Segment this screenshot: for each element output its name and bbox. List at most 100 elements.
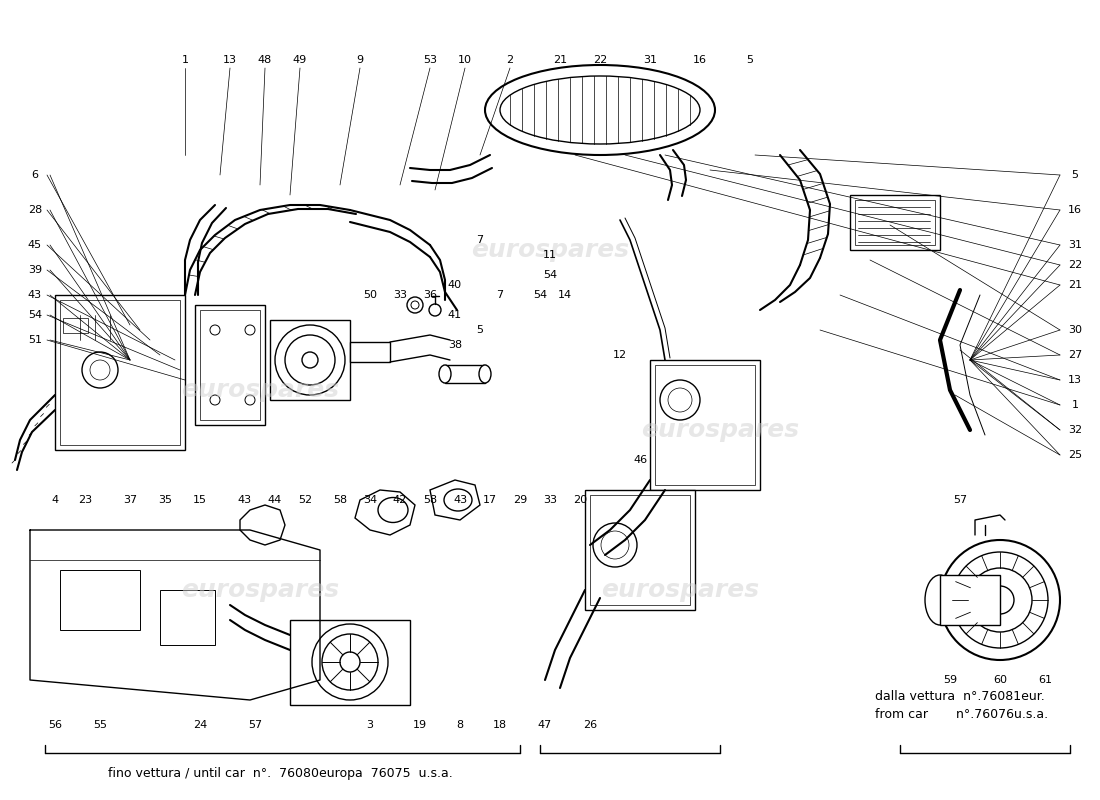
Text: 60: 60 [993, 675, 1007, 685]
Bar [160, 590, 215, 645]
Bar [350, 342, 390, 362]
Text: 43: 43 [28, 290, 42, 300]
Text: 10: 10 [458, 55, 472, 65]
Text: 16: 16 [693, 55, 707, 65]
Text: 7: 7 [476, 235, 484, 245]
Text: 19: 19 [412, 720, 427, 730]
Text: 31: 31 [644, 55, 657, 65]
Polygon shape [430, 480, 480, 520]
Bar [60, 570, 140, 630]
Bar [940, 575, 1000, 625]
Bar [55, 295, 185, 450]
Circle shape [968, 568, 1032, 632]
Text: 31: 31 [1068, 240, 1082, 250]
Bar [200, 310, 260, 420]
Bar [446, 365, 485, 383]
Text: 26: 26 [583, 720, 597, 730]
Text: 61: 61 [1038, 675, 1052, 685]
Text: 21: 21 [1068, 280, 1082, 290]
Text: 9: 9 [356, 55, 364, 65]
Text: 33: 33 [393, 290, 407, 300]
Text: eurospares: eurospares [180, 578, 339, 602]
Text: 13: 13 [223, 55, 236, 65]
Text: 25: 25 [1068, 450, 1082, 460]
Ellipse shape [925, 575, 955, 625]
Text: 40: 40 [448, 280, 462, 290]
Text: 44: 44 [268, 495, 282, 505]
Text: 5: 5 [1071, 170, 1078, 180]
Circle shape [322, 634, 378, 690]
Text: 48: 48 [257, 55, 272, 65]
Bar [850, 195, 940, 250]
Text: eurospares: eurospares [471, 238, 629, 262]
Text: 8: 8 [456, 720, 463, 730]
Text: 57: 57 [248, 720, 262, 730]
Text: 2: 2 [506, 55, 514, 65]
Circle shape [952, 552, 1048, 648]
Circle shape [940, 540, 1060, 660]
Text: 45: 45 [28, 240, 42, 250]
Text: 4: 4 [52, 495, 58, 505]
Bar [290, 620, 410, 705]
Polygon shape [240, 505, 285, 545]
Text: 39: 39 [28, 265, 42, 275]
Text: 23: 23 [78, 495, 92, 505]
Text: 52: 52 [298, 495, 312, 505]
Text: 42: 42 [393, 495, 407, 505]
Text: 54: 54 [28, 310, 42, 320]
Text: from car       n°.76076u.s.a.: from car n°.76076u.s.a. [874, 708, 1048, 721]
Text: eurospares: eurospares [180, 378, 339, 402]
Text: 20: 20 [573, 495, 587, 505]
Text: 12: 12 [613, 350, 627, 360]
Circle shape [275, 325, 345, 395]
Bar [654, 365, 755, 485]
Circle shape [90, 360, 110, 380]
Text: 7: 7 [496, 290, 504, 300]
Text: 47: 47 [538, 720, 552, 730]
Circle shape [411, 301, 419, 309]
Circle shape [245, 325, 255, 335]
Text: 13: 13 [1068, 375, 1082, 385]
Text: 22: 22 [593, 55, 607, 65]
Text: 51: 51 [28, 335, 42, 345]
Text: 37: 37 [123, 495, 138, 505]
Bar [63, 318, 88, 333]
Text: 5: 5 [476, 325, 484, 335]
Text: 17: 17 [483, 495, 497, 505]
Text: 55: 55 [94, 720, 107, 730]
Text: 5: 5 [747, 55, 754, 65]
Text: eurospares: eurospares [601, 578, 759, 602]
Text: 29: 29 [513, 495, 527, 505]
Circle shape [210, 395, 220, 405]
Text: 18: 18 [493, 720, 507, 730]
Text: 3: 3 [366, 720, 374, 730]
Text: 58: 58 [422, 495, 437, 505]
Text: 35: 35 [158, 495, 172, 505]
Text: 14: 14 [558, 290, 572, 300]
Ellipse shape [500, 76, 700, 144]
Text: 54: 54 [532, 290, 547, 300]
Text: 43: 43 [453, 495, 468, 505]
Ellipse shape [378, 498, 408, 522]
Circle shape [302, 352, 318, 368]
Text: 21: 21 [553, 55, 568, 65]
Text: fino vettura / until car  n°.  76080europa  76075  u.s.a.: fino vettura / until car n°. 76080europa… [108, 767, 452, 780]
Text: 30: 30 [1068, 325, 1082, 335]
Ellipse shape [444, 489, 472, 511]
Text: 27: 27 [1068, 350, 1082, 360]
Circle shape [340, 652, 360, 672]
Bar [650, 360, 760, 490]
Ellipse shape [485, 65, 715, 155]
Text: 11: 11 [543, 250, 557, 260]
Bar [585, 490, 695, 610]
Polygon shape [355, 490, 415, 535]
Circle shape [668, 388, 692, 412]
Text: 33: 33 [543, 495, 557, 505]
Text: 28: 28 [28, 205, 42, 215]
Bar [60, 300, 180, 445]
Ellipse shape [478, 365, 491, 383]
Text: 6: 6 [32, 170, 39, 180]
Text: 50: 50 [363, 290, 377, 300]
Circle shape [660, 380, 700, 420]
Text: 43: 43 [238, 495, 252, 505]
